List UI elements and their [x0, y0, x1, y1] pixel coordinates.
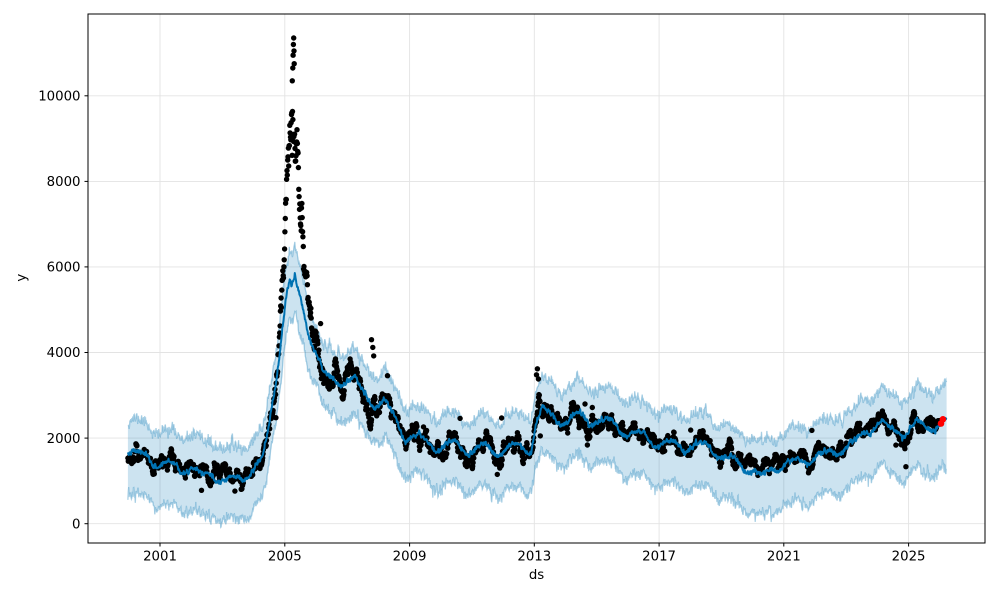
tick-labels: 2001 2005 2009 2013 2017 2021 2025 0 2000 4000 600… [38, 90, 925, 565]
x-tick-label: 2017 [642, 550, 676, 565]
plot-border [87, 13, 986, 544]
y-tick-label: 4000 [47, 346, 81, 361]
y-tick-label: 10000 [38, 90, 80, 105]
x-tick-label: 2013 [517, 550, 551, 565]
x-tick-label: 2009 [393, 550, 427, 565]
grid-lines [88, 14, 985, 543]
y-axis-label: y [14, 273, 30, 282]
x-tick-label: 2001 [143, 550, 177, 565]
axis-ticks [84, 95, 910, 547]
y-tick-label: 6000 [47, 261, 81, 276]
y-tick-label: 8000 [47, 175, 81, 190]
x-tick-label: 2021 [767, 550, 801, 565]
y-tick-label: 0 [72, 517, 80, 532]
x-axis-label: ds [528, 568, 545, 583]
highlight-points [937, 416, 947, 427]
forecast-line [126, 272, 948, 485]
x-tick-label: 2025 [892, 550, 926, 565]
y-tick-label: 2000 [47, 432, 81, 447]
x-tick-label: 2005 [268, 550, 302, 565]
